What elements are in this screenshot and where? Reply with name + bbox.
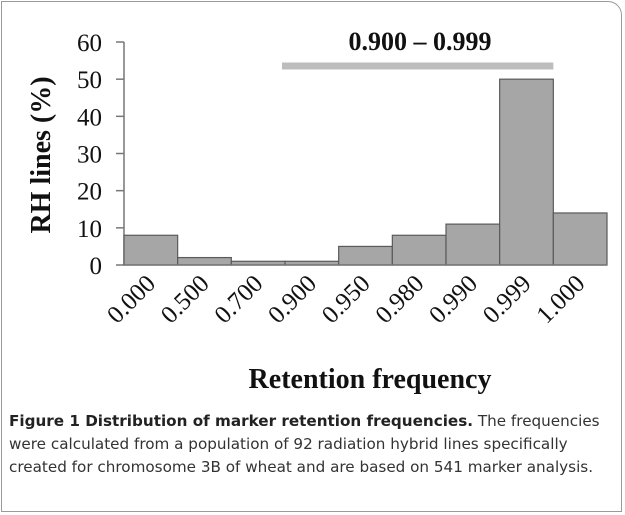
caption-label: Figure 1 Distribution of marker retentio…: [9, 412, 474, 430]
y-tick-label: 0: [90, 253, 103, 280]
x-tick-label: 0.950: [317, 270, 376, 329]
bar: [177, 256, 232, 266]
x-tick-label: 0.990: [424, 270, 483, 329]
x-tick-label: 0.500: [156, 270, 215, 329]
x-tick-label: 0.999: [478, 270, 537, 329]
x-axis-label: Retention frequency: [249, 364, 492, 395]
x-tick-label: 1.000: [532, 270, 591, 329]
y-tick-label: 60: [77, 30, 102, 57]
bar: [338, 245, 393, 266]
bar: [445, 223, 501, 266]
x-tick-label: 0.980: [371, 270, 430, 329]
chart: RH lines (%) Retention frequency 0.900 –…: [26, 27, 608, 395]
annotation: 0.900 – 0.999: [349, 27, 492, 56]
y-tick-label: 50: [77, 67, 102, 94]
y-tick-label: 40: [77, 104, 102, 131]
y-tick-label: 10: [77, 216, 102, 243]
x-tick-label: 0.000: [102, 270, 161, 329]
y-tick-label: 20: [77, 179, 102, 206]
bar: [499, 78, 554, 266]
y-tick-label: 30: [77, 142, 102, 169]
bar: [552, 212, 608, 266]
x-tick-label: 0.900: [263, 270, 322, 329]
y-axis-label: RH lines (%): [26, 76, 57, 233]
bar: [123, 234, 179, 266]
caption-text: The frequencies were calculated from a p…: [9, 412, 600, 476]
x-tick-label: 0.700: [210, 270, 269, 329]
caption: Figure 1 Distribution of marker retentio…: [9, 410, 619, 479]
bar: [391, 234, 447, 266]
